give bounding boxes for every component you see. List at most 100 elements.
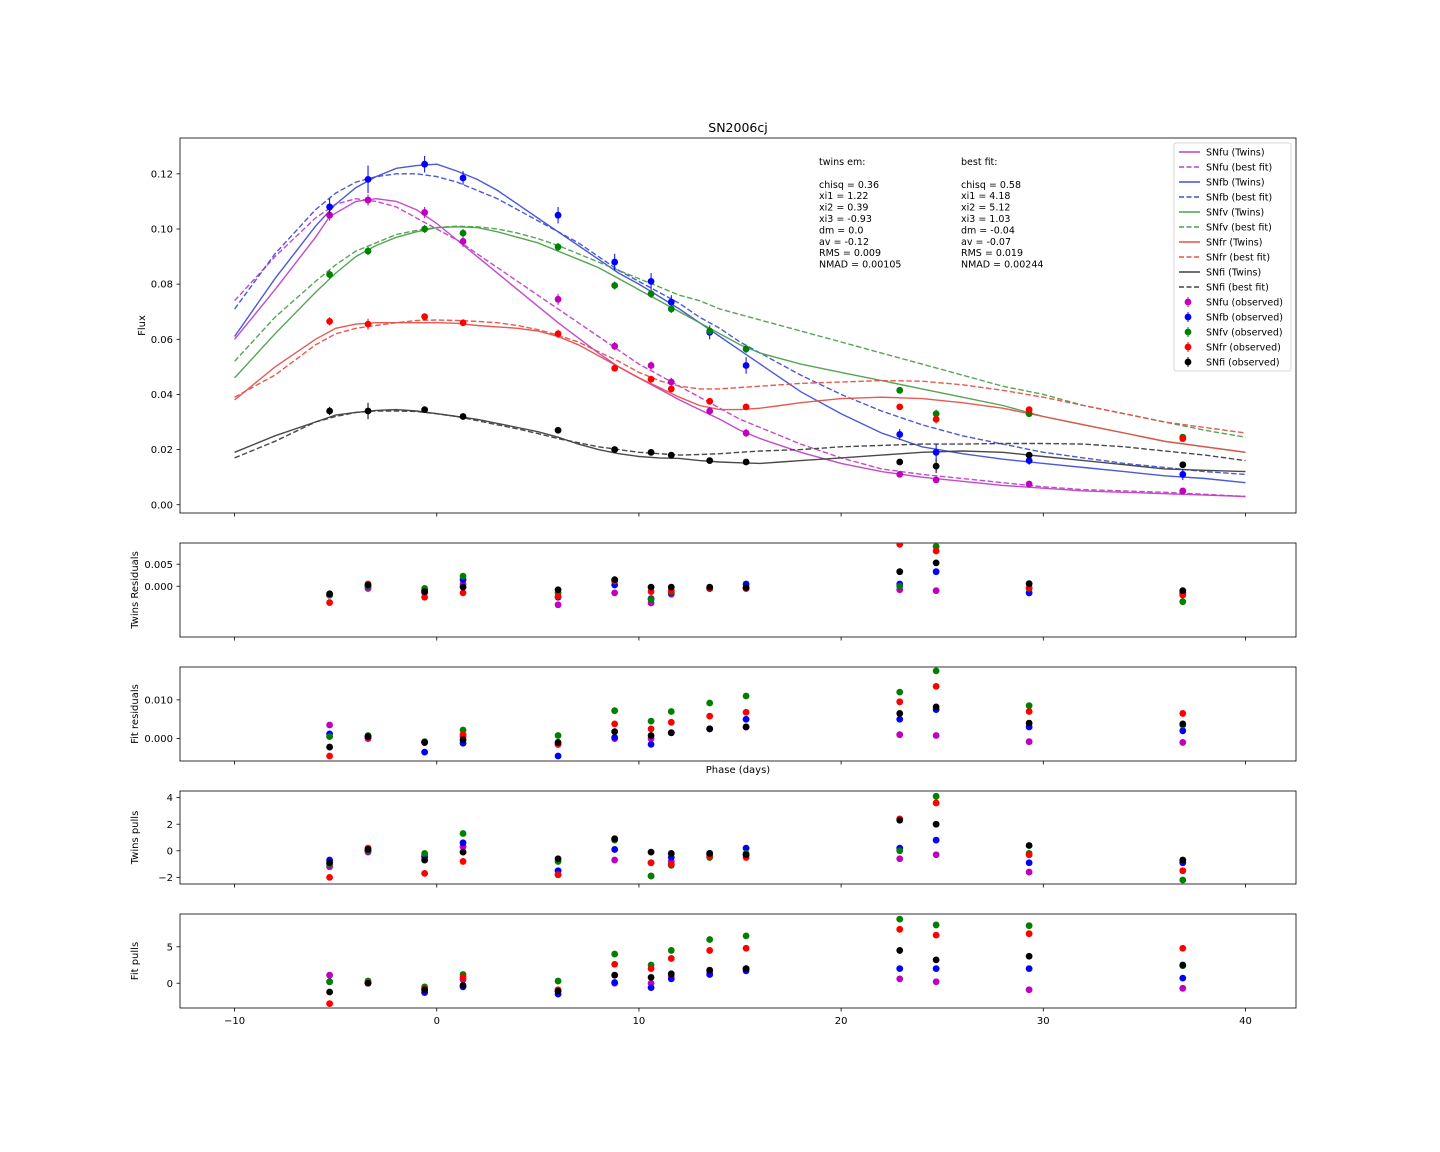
data-point bbox=[554, 601, 562, 609]
plot-area bbox=[326, 667, 1187, 760]
data-point bbox=[326, 988, 334, 996]
data-point bbox=[611, 258, 619, 266]
annotation-twins-line: av = -0.12 bbox=[819, 237, 869, 248]
legend-label: SNfr (observed) bbox=[1206, 343, 1281, 354]
data-point bbox=[647, 290, 655, 298]
y-tick-label: 0.06 bbox=[151, 335, 173, 346]
legend-label: SNfu (best fit) bbox=[1206, 163, 1272, 174]
data-point bbox=[1179, 739, 1187, 746]
data-point bbox=[1025, 738, 1033, 746]
data-point bbox=[667, 451, 675, 459]
data-point bbox=[1179, 974, 1187, 982]
panel-3: −2 0 2 4 Twins pulls bbox=[130, 790, 1297, 888]
data-point bbox=[667, 718, 675, 726]
data-point bbox=[1179, 876, 1187, 884]
data-point bbox=[896, 975, 904, 983]
data-point bbox=[667, 970, 675, 978]
data-point bbox=[647, 984, 655, 991]
annotation-twins-line: xi1 = 1.22 bbox=[819, 191, 868, 202]
data-point bbox=[326, 407, 334, 415]
data-point bbox=[932, 587, 940, 595]
data-point bbox=[667, 298, 675, 306]
data-point bbox=[742, 715, 750, 723]
data-point bbox=[554, 426, 562, 434]
curve-snfr-best-fit- bbox=[234, 319, 1246, 434]
data-point bbox=[706, 699, 714, 707]
data-point bbox=[706, 725, 714, 733]
data-point bbox=[421, 225, 429, 233]
data-point bbox=[742, 851, 750, 859]
data-point bbox=[554, 977, 562, 985]
data-point bbox=[364, 175, 372, 183]
legend-label: SNfr (best fit) bbox=[1206, 253, 1270, 264]
data-point bbox=[1179, 984, 1187, 992]
data-point bbox=[364, 407, 372, 415]
data-point bbox=[932, 559, 940, 567]
data-point bbox=[611, 846, 619, 853]
plot-area bbox=[234, 155, 1246, 498]
data-point bbox=[1025, 480, 1033, 488]
curve-snfv-best-fit- bbox=[234, 225, 1246, 438]
data-point bbox=[742, 844, 750, 852]
data-point bbox=[554, 295, 562, 303]
curve-snfv-twins- bbox=[234, 226, 1246, 453]
data-point bbox=[459, 731, 467, 739]
annotation-twins-line: xi3 = -0.93 bbox=[819, 214, 872, 225]
data-point bbox=[1179, 720, 1187, 728]
data-point bbox=[647, 872, 655, 880]
y-axis-label: Fit residuals bbox=[130, 684, 141, 744]
data-point bbox=[459, 848, 467, 856]
data-point bbox=[742, 932, 750, 940]
data-point bbox=[932, 820, 940, 828]
data-point bbox=[706, 457, 714, 465]
data-point bbox=[326, 971, 334, 979]
data-point bbox=[611, 979, 619, 986]
data-point bbox=[932, 667, 940, 675]
data-point bbox=[611, 950, 619, 958]
data-point bbox=[647, 859, 655, 867]
data-point bbox=[459, 830, 467, 837]
data-point bbox=[326, 599, 334, 606]
data-point bbox=[326, 590, 334, 598]
legend-marker bbox=[1184, 343, 1192, 351]
data-point bbox=[1025, 406, 1033, 413]
y-tick-label: 0.02 bbox=[151, 445, 173, 456]
data-point bbox=[326, 721, 334, 729]
data-point bbox=[647, 717, 655, 725]
data-point bbox=[459, 583, 467, 591]
data-point bbox=[421, 160, 429, 168]
data-point bbox=[932, 732, 940, 739]
data-point bbox=[1025, 965, 1033, 973]
data-point bbox=[554, 211, 562, 219]
data-point bbox=[667, 975, 675, 983]
data-point bbox=[1025, 702, 1033, 710]
data-point bbox=[459, 736, 467, 744]
data-point bbox=[326, 733, 334, 741]
y-tick-label: 4 bbox=[167, 793, 173, 804]
legend-label: SNfu (observed) bbox=[1206, 298, 1283, 309]
x-tick-label: 40 bbox=[1239, 1016, 1252, 1027]
data-point bbox=[554, 732, 562, 739]
data-point bbox=[932, 799, 940, 807]
legend-label: SNfi (best fit) bbox=[1206, 283, 1269, 294]
data-point bbox=[1179, 961, 1187, 969]
legend-label: SNfb (Twins) bbox=[1206, 178, 1265, 189]
data-point bbox=[932, 978, 940, 986]
data-point bbox=[706, 712, 714, 720]
data-point bbox=[896, 458, 904, 466]
legend-marker bbox=[1184, 313, 1192, 321]
legend-label: SNfv (best fit) bbox=[1206, 223, 1272, 234]
y-axis-label: Twins Residuals bbox=[130, 551, 141, 630]
y-tick-label: 0.12 bbox=[151, 169, 173, 180]
data-point bbox=[554, 871, 562, 879]
y-tick-label: 0.000 bbox=[144, 734, 173, 745]
data-point bbox=[647, 965, 655, 973]
data-point bbox=[611, 856, 619, 864]
data-point bbox=[611, 707, 619, 715]
annotation-best-line: NMAD = 0.00244 bbox=[961, 260, 1043, 271]
x-tick-label: 10 bbox=[633, 1016, 646, 1027]
data-point bbox=[421, 209, 429, 216]
y-tick-label: 0 bbox=[167, 979, 173, 990]
